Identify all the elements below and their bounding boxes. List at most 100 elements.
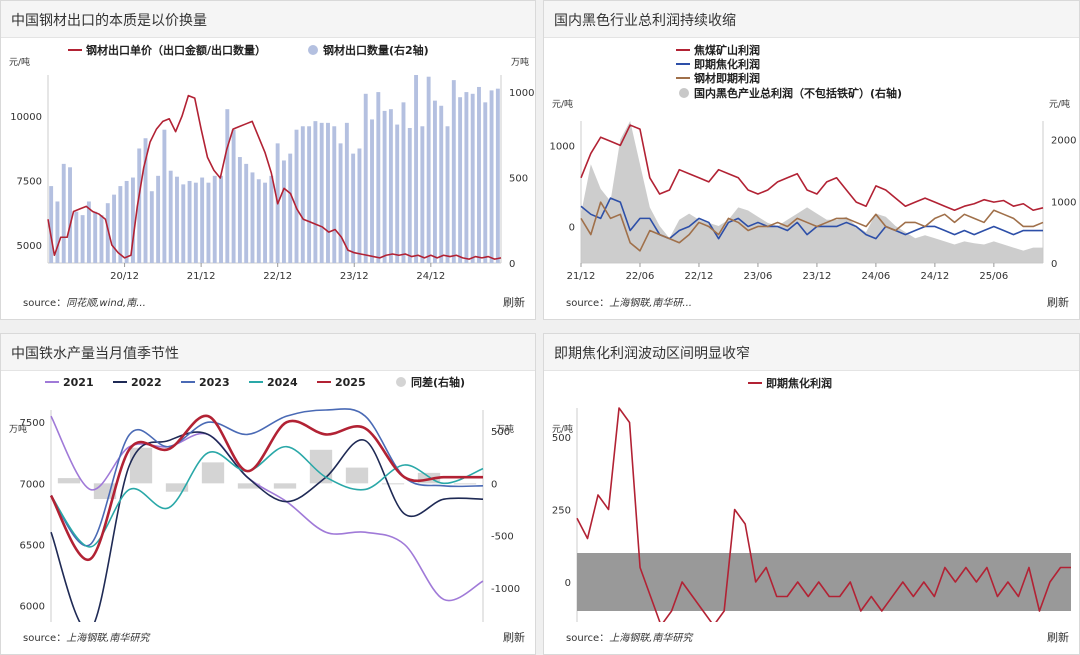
refresh-button[interactable]: 刷新: [1047, 296, 1069, 309]
bar-钢材出口数量(右2轴): [206, 182, 211, 263]
panel-header: 即期焦化利润波动区间明显收窄: [544, 334, 1079, 371]
legend-label: 即期焦化利润: [766, 376, 832, 390]
bar-钢材出口数量(右2轴): [61, 163, 66, 263]
bar-钢材出口数量(右2轴): [269, 175, 274, 263]
bar-同差(右轴): [237, 483, 261, 489]
legend-label: 钢材出口数量(右2轴): [323, 43, 429, 57]
source-value: 上海钢联,南华研究: [66, 633, 150, 644]
range-band: [577, 553, 1071, 611]
source-label: source：: [23, 633, 67, 644]
y-tick-left: 10000: [10, 112, 42, 123]
bar-钢材出口数量(右2轴): [445, 126, 450, 263]
bar-钢材出口数量(右2轴): [319, 122, 324, 263]
bar-钢材出口数量(右2轴): [439, 105, 444, 263]
panel-header: 中国钢材出口的本质是以价换量: [1, 1, 535, 38]
panel-title: 国内黑色行业总利润持续收缩: [554, 13, 736, 29]
line-焦煤矿山利润: [580, 124, 1044, 212]
source-note: source：上海钢联,南华研究: [566, 629, 692, 644]
bar-同差(右轴): [129, 447, 153, 484]
bar-钢材出口数量(右2轴): [338, 143, 343, 263]
legend-swatch: [396, 377, 406, 387]
y-tick-right: 1000: [509, 88, 534, 99]
y-tick-right: 2000: [1051, 136, 1076, 147]
legend-label: 2023: [199, 376, 230, 389]
source-label: source：: [566, 298, 610, 309]
legend-label: 2025: [335, 376, 366, 389]
bar-钢材出口数量(右2轴): [118, 186, 123, 263]
x-tick-label: 23/12: [340, 271, 369, 282]
bar-钢材出口数量(右2轴): [225, 109, 230, 263]
bar-钢材出口数量(右2轴): [49, 186, 54, 263]
area-国内黑色产业总利润（不包括铁矿）(右轴): [581, 121, 1043, 263]
bar-钢材出口数量(右2轴): [193, 182, 198, 263]
panel-header: 中国铁水产量当月值季节性: [1, 334, 535, 371]
bar-钢材出口数量(右2轴): [388, 109, 393, 263]
bar-钢材出口数量(右2轴): [376, 92, 381, 263]
bar-钢材出口数量(右2轴): [288, 153, 293, 263]
x-tick-label: 23/12: [803, 271, 832, 282]
y-tick-right: 1000: [1051, 197, 1076, 208]
bar-同差(右轴): [309, 449, 333, 484]
bar-钢材出口数量(右2轴): [124, 180, 129, 263]
panel-title: 中国铁水产量当月值季节性: [11, 346, 179, 362]
bar-钢材出口数量(右2轴): [244, 163, 249, 263]
chart-hot-metal: 万吨万吨6000650070007500-1000-500050003/0105…: [9, 375, 520, 622]
bar-钢材出口数量(右2轴): [86, 201, 91, 263]
bar-钢材出口数量(右2轴): [162, 129, 167, 263]
panel-title: 中国钢材出口的本质是以价换量: [11, 13, 207, 29]
panel-steel-export: 中国钢材出口的本质是以价换量 元/吨 万吨 5000 7500 10000 0 500 100…: [0, 0, 536, 320]
line-即期焦化利润: [580, 197, 1043, 240]
x-tick-label: 24/12: [416, 271, 445, 282]
x-tick-label: 24/12: [920, 271, 949, 282]
refresh-button[interactable]: 刷新: [503, 631, 525, 644]
bar-钢材出口数量(右2轴): [420, 126, 425, 263]
x-tick-label: 23/06: [744, 271, 773, 282]
bar-钢材出口数量(右2轴): [219, 175, 223, 263]
bar-钢材出口数量(右2轴): [370, 119, 374, 263]
bar-钢材出口数量(右2轴): [256, 179, 261, 263]
bar-钢材出口数量(右2轴): [483, 102, 488, 263]
bar-钢材出口数量(右2轴): [93, 211, 98, 263]
x-tick-label: 21/12: [567, 271, 596, 282]
y-tick-left: 7000: [20, 479, 45, 490]
panel-hot-metal: 中国铁水产量当月值季节性 万吨 万吨 6000 6500 7000 7500 -1000 -5…: [0, 333, 536, 655]
bar-同差(右轴): [57, 478, 81, 484]
y-tick-right: 500: [491, 427, 510, 438]
bar-钢材出口数量(右2轴): [263, 182, 268, 263]
bar-钢材出口数量(右2轴): [74, 211, 79, 263]
y-tick-left: 500: [552, 433, 571, 444]
y-tick-left: 7500: [17, 177, 42, 188]
bar-钢材出口数量(右2轴): [99, 215, 104, 263]
bar-钢材出口数量(右2轴): [464, 92, 469, 263]
bar-钢材出口数量(右2轴): [458, 97, 463, 263]
y-tick-right: -1000: [491, 584, 520, 595]
source-value: 同花顺,wind,南...: [66, 298, 146, 309]
bar-钢材出口数量(右2轴): [175, 176, 179, 263]
y-tick-right: 0: [509, 259, 515, 270]
legend-label: 焦煤矿山利润: [693, 43, 760, 57]
bar-钢材出口数量(右2轴): [143, 138, 148, 263]
y-left-unit: 元/吨: [552, 98, 573, 110]
bar-钢材出口数量(右2轴): [477, 86, 481, 263]
source-value: 上海钢联,南华研...: [609, 298, 692, 309]
bar-钢材出口数量(右2轴): [307, 126, 312, 263]
line-2024: [50, 445, 484, 548]
y-tick-left: 6000: [20, 602, 45, 613]
refresh-button[interactable]: 刷新: [1047, 631, 1069, 644]
y-tick-right: 500: [509, 174, 528, 185]
bar-钢材出口数量(右2轴): [401, 102, 406, 263]
source-label: source：: [23, 298, 67, 309]
legend-label: 钢材出口单价（出口金额/出口数量）: [86, 43, 266, 57]
x-tick-label: 21/12: [187, 271, 216, 282]
bar-钢材出口数量(右2轴): [407, 127, 412, 264]
bar-钢材出口数量(右2轴): [426, 76, 431, 263]
line-2022: [50, 431, 484, 622]
bar-同差(右轴): [165, 483, 189, 492]
bar-钢材出口数量(右2轴): [187, 180, 192, 263]
bar-钢材出口数量(右2轴): [382, 110, 387, 264]
bar-钢材出口数量(右2轴): [332, 126, 337, 263]
refresh-button[interactable]: 刷新: [503, 296, 525, 309]
bar-钢材出口数量(右2轴): [489, 90, 494, 263]
y-right-unit: 元/吨: [1049, 98, 1070, 110]
bar-同差(右轴): [273, 483, 297, 489]
